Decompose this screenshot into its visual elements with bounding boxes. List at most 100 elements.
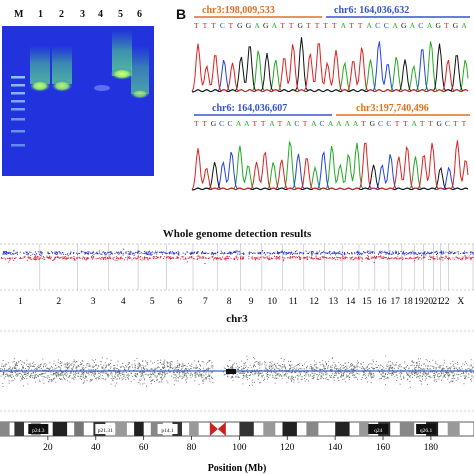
genome-point [289, 253, 291, 255]
chr3-point [443, 362, 445, 364]
genome-point [415, 257, 417, 259]
genome-point [57, 252, 59, 254]
genome-point [332, 252, 334, 254]
chr3-point [115, 372, 117, 373]
chr3-point [140, 373, 142, 375]
chr3-point [209, 381, 211, 383]
chr3-point [259, 367, 261, 369]
chr3-point [132, 366, 133, 368]
genome-point [128, 257, 130, 259]
chr3-point [469, 369, 470, 371]
chr3-point [407, 373, 408, 375]
genome-point [419, 257, 421, 258]
chr3-point [70, 373, 72, 374]
chr3-point [345, 369, 347, 371]
genome-point [260, 252, 261, 253]
genome-point [369, 250, 371, 252]
genome-point [35, 251, 36, 253]
chr3-point [428, 372, 430, 374]
genome-point [170, 257, 172, 259]
chr3-point [301, 368, 303, 370]
genome-point [173, 252, 175, 254]
base-letter: A [311, 119, 317, 128]
chr3-point [125, 366, 127, 368]
chr3-point [175, 378, 177, 380]
chr3-point [457, 371, 459, 373]
chr3-point [44, 363, 46, 364]
genome-point [303, 257, 305, 259]
chr3-point [191, 363, 192, 365]
genome-point [465, 252, 467, 254]
chr3-point [353, 365, 354, 367]
chr3-point [178, 373, 180, 375]
genome-point [182, 252, 184, 254]
chr3-point [110, 363, 112, 364]
base-letter: T [253, 119, 258, 128]
chr3-point [284, 373, 286, 375]
genome-point [57, 256, 58, 258]
genome-point [389, 258, 390, 260]
genome-point [38, 251, 40, 253]
chr3-point [332, 376, 334, 378]
chr3-point [472, 367, 473, 368]
chr3-point [170, 371, 171, 373]
genome-point [445, 255, 447, 257]
panel-b-label: B [176, 6, 187, 22]
genome-point [385, 252, 387, 254]
chr3-point [147, 375, 149, 376]
chr3-point [169, 363, 171, 364]
chr3-point [72, 374, 74, 376]
chr3-point [8, 368, 9, 370]
chr3-point [341, 365, 343, 367]
genome-point [23, 256, 25, 258]
chr3-point [261, 369, 263, 371]
genome-point [449, 257, 450, 259]
genome-point [114, 259, 116, 261]
genome-point [109, 252, 111, 253]
chr3-point [241, 371, 243, 373]
chr3-point [133, 379, 135, 380]
genome-point [54, 258, 56, 260]
chr3-point [100, 374, 102, 376]
genome-point [435, 250, 437, 252]
chr3-point [361, 367, 363, 369]
chr3-point [30, 365, 32, 367]
genome-point [87, 257, 89, 259]
chr3-point [239, 372, 241, 374]
chr3-point [69, 381, 71, 383]
chr3-point [403, 377, 405, 379]
genome-point [191, 251, 193, 253]
chr3-point [290, 360, 292, 362]
chr3-point [6, 369, 7, 371]
chr3-point [472, 371, 474, 373]
genome-point [317, 257, 319, 259]
chr3-point [280, 358, 282, 359]
chr3-point [347, 375, 348, 377]
chr3-point [161, 379, 163, 381]
genome-point [418, 258, 420, 260]
genome-point [351, 253, 353, 255]
chr3-point [43, 366, 44, 368]
base-letter: A [336, 119, 342, 128]
ideogram-band [52, 422, 68, 436]
genome-point [204, 252, 205, 254]
chr3-point [427, 373, 429, 375]
chr3-point [19, 373, 20, 374]
genome-point [319, 258, 321, 260]
chr3-point [470, 371, 472, 373]
genome-point [206, 253, 208, 255]
chr3-point [441, 368, 443, 370]
chr3-point [370, 372, 372, 374]
chr3-point [349, 376, 351, 378]
base-letter: A [328, 119, 334, 128]
chr3-point [17, 375, 19, 376]
chr3-point [383, 379, 385, 381]
chr3-point [361, 377, 363, 378]
chr3-point [465, 369, 467, 371]
chr3-point [127, 373, 129, 375]
genome-point [391, 253, 392, 255]
chr3-point [199, 375, 201, 376]
chr3-point [237, 376, 239, 378]
lane-label-6: 6 [137, 9, 142, 20]
genome-point [455, 252, 457, 254]
